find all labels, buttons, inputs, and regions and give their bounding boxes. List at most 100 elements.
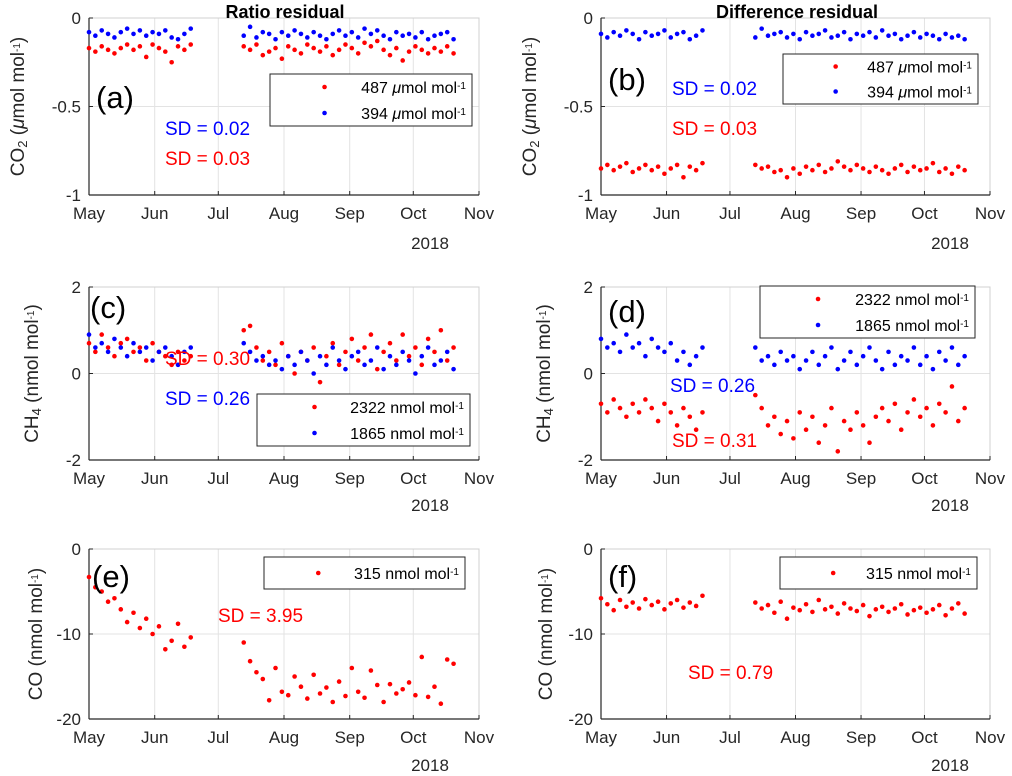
data-point xyxy=(143,33,149,38)
data-point xyxy=(917,167,923,173)
y-tick-label: 0 xyxy=(584,9,593,28)
data-point xyxy=(425,51,431,56)
data-point xyxy=(753,35,758,40)
y-label-part: -1 xyxy=(30,574,41,583)
data-point xyxy=(330,699,336,705)
data-point xyxy=(285,44,291,49)
legend-unit: nmol mol xyxy=(390,400,455,417)
legend-entry: 394 μmol mol-1 xyxy=(867,85,972,102)
data-point xyxy=(816,162,822,168)
data-point xyxy=(753,392,758,398)
data-point xyxy=(118,45,124,51)
data-point xyxy=(784,175,790,180)
legend-exp: -1 xyxy=(457,81,466,92)
data-point xyxy=(778,167,784,173)
data-point xyxy=(266,349,272,355)
data-point xyxy=(949,384,955,389)
data-point xyxy=(924,405,929,411)
data-point xyxy=(886,609,891,615)
data-point xyxy=(368,668,374,673)
data-point xyxy=(298,684,304,689)
y-tick-label: -1 xyxy=(66,186,81,205)
data-point xyxy=(949,606,955,611)
data-point xyxy=(336,47,342,53)
data-point xyxy=(241,340,247,346)
legend-exp: -1 xyxy=(455,427,464,438)
data-point xyxy=(962,167,967,173)
data-point xyxy=(905,169,910,175)
data-point xyxy=(349,665,355,671)
data-point xyxy=(292,371,297,376)
data-point xyxy=(962,36,967,42)
data-point xyxy=(892,362,898,368)
data-point xyxy=(759,405,764,411)
data-point xyxy=(188,353,194,359)
data-point xyxy=(835,366,841,372)
x-tick-label: Sep xyxy=(335,469,365,488)
data-point xyxy=(643,596,648,602)
legend-unit: nmol mol xyxy=(895,318,960,335)
data-point xyxy=(273,36,278,42)
data-point xyxy=(662,349,667,355)
data-point xyxy=(362,695,367,701)
y-label-part: μ xyxy=(8,118,29,130)
y-label-part: CO (nmol mol xyxy=(26,583,47,700)
data-point xyxy=(892,166,898,171)
data-point xyxy=(406,353,412,359)
legend-marker xyxy=(815,322,821,328)
data-point xyxy=(169,362,174,368)
data-point xyxy=(406,358,412,363)
x-tick-label: Jun xyxy=(653,204,680,223)
legend-entry: 2322 nmol mol-1 xyxy=(350,400,464,417)
data-point xyxy=(413,692,418,698)
data-point xyxy=(879,167,885,173)
data-point xyxy=(86,332,92,337)
data-point xyxy=(822,607,828,612)
data-point xyxy=(911,397,917,402)
data-point xyxy=(175,621,181,627)
data-point xyxy=(86,340,92,346)
data-point xyxy=(930,160,936,166)
x-tick-label: Sep xyxy=(846,204,876,223)
data-point xyxy=(797,171,803,177)
data-point xyxy=(124,353,130,359)
data-point xyxy=(175,44,181,49)
data-point xyxy=(254,669,259,675)
subplot-b: May Jun Jul Aug Sep Oct Nov 0 -0.5 -1 2018 Differen… xyxy=(520,2,1006,253)
legend-unit: nmol mol xyxy=(385,566,450,583)
data-point xyxy=(630,401,636,407)
data-point xyxy=(406,680,412,685)
data-point xyxy=(772,610,777,616)
data-point xyxy=(898,162,904,168)
y-tick-label: 0 xyxy=(72,540,81,559)
legend-marker xyxy=(322,110,327,116)
data-point xyxy=(279,366,285,372)
data-point xyxy=(260,353,266,359)
data-point xyxy=(681,29,686,35)
legend-mu: μ xyxy=(391,106,401,123)
data-point xyxy=(305,358,310,363)
y-axis-label: CO (nmol mol-1) xyxy=(26,568,47,700)
data-point xyxy=(432,45,437,51)
legend-unit: mol mol xyxy=(401,106,457,123)
series-487 xyxy=(86,38,456,65)
y-label-part: mol mol xyxy=(8,52,29,119)
data-point xyxy=(822,28,828,33)
x-tick-label: Aug xyxy=(269,469,299,488)
data-point xyxy=(655,164,661,169)
data-point xyxy=(962,353,967,359)
y-tick-label: -2 xyxy=(66,451,81,470)
data-point xyxy=(131,31,136,37)
data-point xyxy=(949,35,955,40)
data-point xyxy=(693,353,699,359)
y-axis-label: CH4 (nmol mol-1) xyxy=(534,304,556,443)
data-point xyxy=(617,405,623,411)
data-point xyxy=(451,51,456,56)
data-point xyxy=(93,33,98,38)
data-point xyxy=(175,349,181,355)
data-point xyxy=(349,353,355,359)
data-point xyxy=(936,36,942,42)
data-point xyxy=(343,349,348,355)
data-point xyxy=(598,31,604,37)
data-point xyxy=(955,164,961,169)
